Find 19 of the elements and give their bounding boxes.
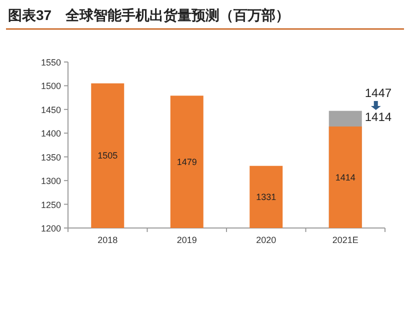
y-tick-label: 1300 [40, 176, 61, 186]
x-tick-label: 2019 [176, 235, 197, 245]
data-label: 1414 [335, 172, 356, 182]
chart-title: 图表37 全球智能手机出货量预测（百万部） [8, 7, 290, 23]
x-tick-label: 2021E [332, 235, 358, 245]
y-tick-label: 1400 [40, 128, 61, 139]
y-tick-label: 1500 [40, 81, 61, 92]
data-label: 1505 [98, 150, 118, 161]
y-tick-label: 1250 [40, 200, 61, 210]
x-tick-label: 2018 [98, 235, 118, 245]
y-tick-label: 1450 [40, 104, 61, 115]
annotation: 1414 [364, 110, 392, 124]
x-tick-label: 2020 [256, 235, 276, 245]
y-tick-label: 1200 [40, 224, 61, 234]
y-tick-label: 1350 [40, 152, 61, 162]
data-label: 1479 [176, 156, 197, 167]
y-tick-label: 1550 [40, 58, 61, 68]
data-label: 1331 [256, 192, 276, 202]
annotation: 1447 [364, 86, 392, 100]
